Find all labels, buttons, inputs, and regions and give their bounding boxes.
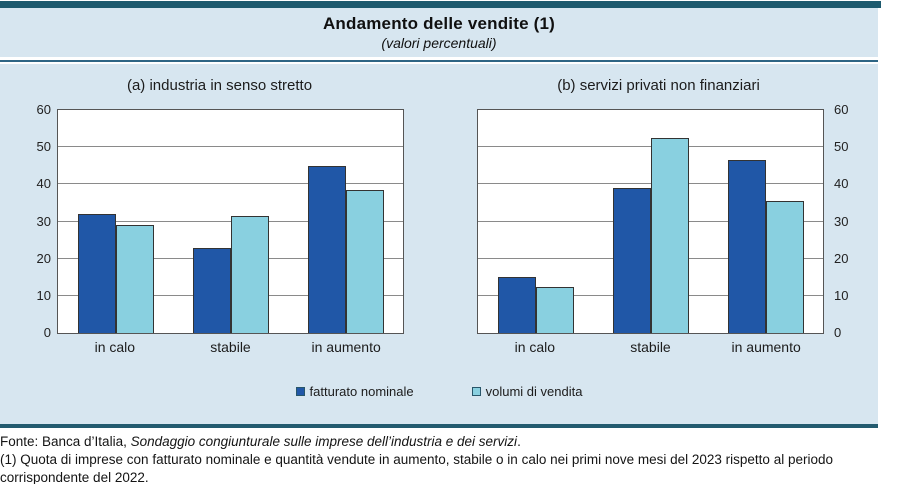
y-tick-label: 0: [834, 325, 842, 340]
bar-group: [77, 110, 154, 333]
category-label: in calo: [94, 339, 136, 355]
legend-swatch-icon: [295, 387, 305, 396]
panel-industria: (a) industria in senso stretto 0 10 20 30 40…: [0, 64, 439, 355]
y-tick-label: 20: [834, 250, 849, 266]
bar-volumi-di-vendita: [345, 189, 384, 333]
source-prefix: Fonte: Banca d’Italia,: [0, 434, 131, 449]
header-separator-rule: [0, 60, 878, 62]
bar-fatturato-nominale: [612, 188, 651, 333]
bar-fatturato-nominale: [307, 165, 346, 333]
plot-area: 0 10 20 30 40 50 60: [477, 102, 848, 340]
y-tick-label: 40: [36, 176, 51, 192]
y-tick-label: 10: [834, 287, 849, 303]
figure-subtitle: (valori percentuali): [381, 35, 497, 51]
panel-title: (b) servizi privati non finanziari: [557, 77, 760, 94]
bars-layer: [58, 110, 403, 333]
y-tick-label: 0: [43, 325, 51, 340]
legend-swatch-icon: [471, 387, 481, 396]
category-label: in aumento: [731, 339, 801, 355]
category-label: stabile: [210, 339, 251, 355]
bar-volumi-di-vendita: [650, 137, 689, 333]
bars-layer: [478, 110, 823, 333]
figure-header: Andamento delle vendite (1) (valori perc…: [0, 8, 878, 57]
y-tick-label: 60: [834, 102, 849, 117]
y-tick-label: 50: [834, 139, 849, 155]
y-tick-label: 60: [36, 102, 51, 117]
bar-fatturato-nominale: [497, 277, 536, 333]
bar-group: [612, 110, 689, 333]
bar-volumi-di-vendita: [535, 286, 574, 333]
source-publication: Sondaggio congiunturale sulle imprese de…: [130, 434, 518, 449]
footnotes: Fonte: Banca d’Italia, Sondaggio congiun…: [0, 433, 899, 484]
figure-body: (a) industria in senso stretto 0 10 20 30 40…: [0, 64, 878, 424]
top-rule: [0, 1, 881, 8]
plot-wrap: 0 10 20 30 40 50 60 in calo stabile in aumento: [477, 102, 848, 355]
gridline: [58, 146, 403, 148]
legend-label: volumi di vendita: [485, 384, 583, 399]
legend-label: fatturato nominale: [309, 384, 414, 399]
bar-group: [727, 110, 804, 333]
y-tick-label: 20: [36, 250, 51, 266]
category-label: stabile: [630, 339, 671, 355]
panels-row: (a) industria in senso stretto 0 10 20 30 40…: [0, 64, 878, 355]
bar-group: [307, 110, 384, 333]
panel-servizi: (b) servizi privati non finanziari 0 10 20…: [439, 64, 878, 355]
y-tick-label: 30: [36, 213, 51, 229]
plot-area: 0 10 20 30 40 50 60: [37, 102, 404, 340]
footnote-1: (1) Quota di imprese con fatturato nomin…: [0, 452, 833, 484]
y-tick-label: 50: [36, 139, 51, 155]
gridline: [58, 183, 403, 185]
legend-item: volumi di vendita: [471, 384, 583, 399]
category-axis: in calo stabile in aumento: [477, 339, 824, 355]
bar-group: [497, 110, 574, 333]
legend-item: fatturato nominale: [295, 384, 414, 399]
bar-fatturato-nominale: [192, 247, 231, 333]
figure-title: Andamento delle vendite (1): [322, 14, 556, 33]
source-suffix: .: [517, 434, 521, 449]
category-axis: in calo stabile in aumento: [57, 339, 404, 355]
bar-volumi-di-vendita: [765, 201, 804, 333]
y-tick-label: 10: [36, 287, 51, 303]
y-tick-label: 40: [834, 176, 849, 192]
category-label: in aumento: [311, 339, 381, 355]
source-line: Fonte: Banca d’Italia, Sondaggio congiun…: [0, 433, 899, 451]
legend: fatturato nominale volumi di vendita: [0, 384, 878, 399]
y-tick-label: 30: [834, 213, 849, 229]
category-label: in calo: [514, 339, 556, 355]
bar-volumi-di-vendita: [230, 215, 269, 333]
plot-wrap: 0 10 20 30 40 50 60 in calo stabile in aumento: [37, 102, 404, 355]
bottom-rule: [0, 424, 878, 428]
bar-fatturato-nominale: [727, 160, 766, 333]
panel-title: (a) industria in senso stretto: [126, 77, 313, 94]
bar-volumi-di-vendita: [115, 225, 154, 333]
bar-group: [192, 110, 269, 333]
bar-fatturato-nominale: [77, 214, 116, 333]
